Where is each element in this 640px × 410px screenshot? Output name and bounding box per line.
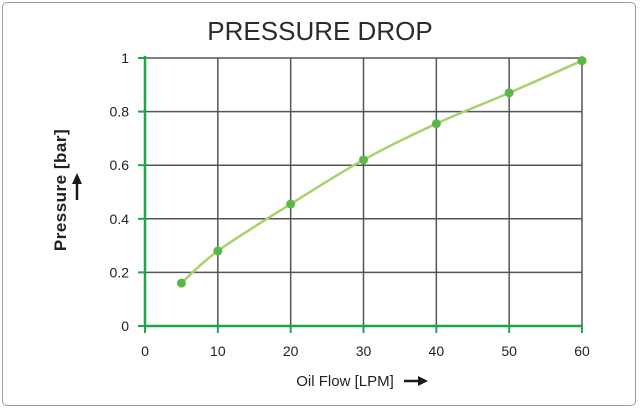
data-point [286, 199, 296, 209]
y-tick-label: 0.2 [110, 264, 130, 280]
x-axis-arrow-icon [404, 376, 428, 386]
y-tick-label: 0.6 [110, 157, 130, 173]
data-point [176, 278, 186, 288]
x-tick-label: 10 [210, 343, 226, 359]
x-tick-label: 60 [574, 343, 590, 359]
series-line [180, 59, 583, 285]
data-point [577, 56, 587, 66]
tick-labels: 00.20.40.60.810 10 20 30 40 50 60 [110, 50, 590, 359]
y-tick-label: 0 [121, 318, 129, 334]
data-point [213, 246, 223, 256]
data-series [176, 56, 587, 288]
y-tick-label: 0.8 [110, 104, 130, 120]
y-tick-label: 0.4 [110, 211, 130, 227]
x-axis-label: Oil Flow [LPM] [296, 373, 394, 390]
x-tick-label: 20 [283, 343, 299, 359]
y-tick-label: 1 [121, 50, 129, 66]
x-tick-label: 30 [356, 343, 372, 359]
data-point [504, 88, 514, 98]
x-tick-label: 40 [429, 343, 445, 359]
data-point [431, 119, 441, 129]
grid-lines [145, 57, 583, 326]
axes [138, 56, 583, 333]
y-axis-arrow-icon [72, 173, 82, 200]
x-tick-label: 50 [501, 343, 517, 359]
data-point [359, 155, 368, 165]
x-tick-label: 0 [141, 343, 149, 359]
chart-frame [2, 2, 636, 406]
chart-title: PRESSURE DROP [207, 16, 432, 46]
y-axis-label: Pressure [bar] [51, 129, 70, 251]
